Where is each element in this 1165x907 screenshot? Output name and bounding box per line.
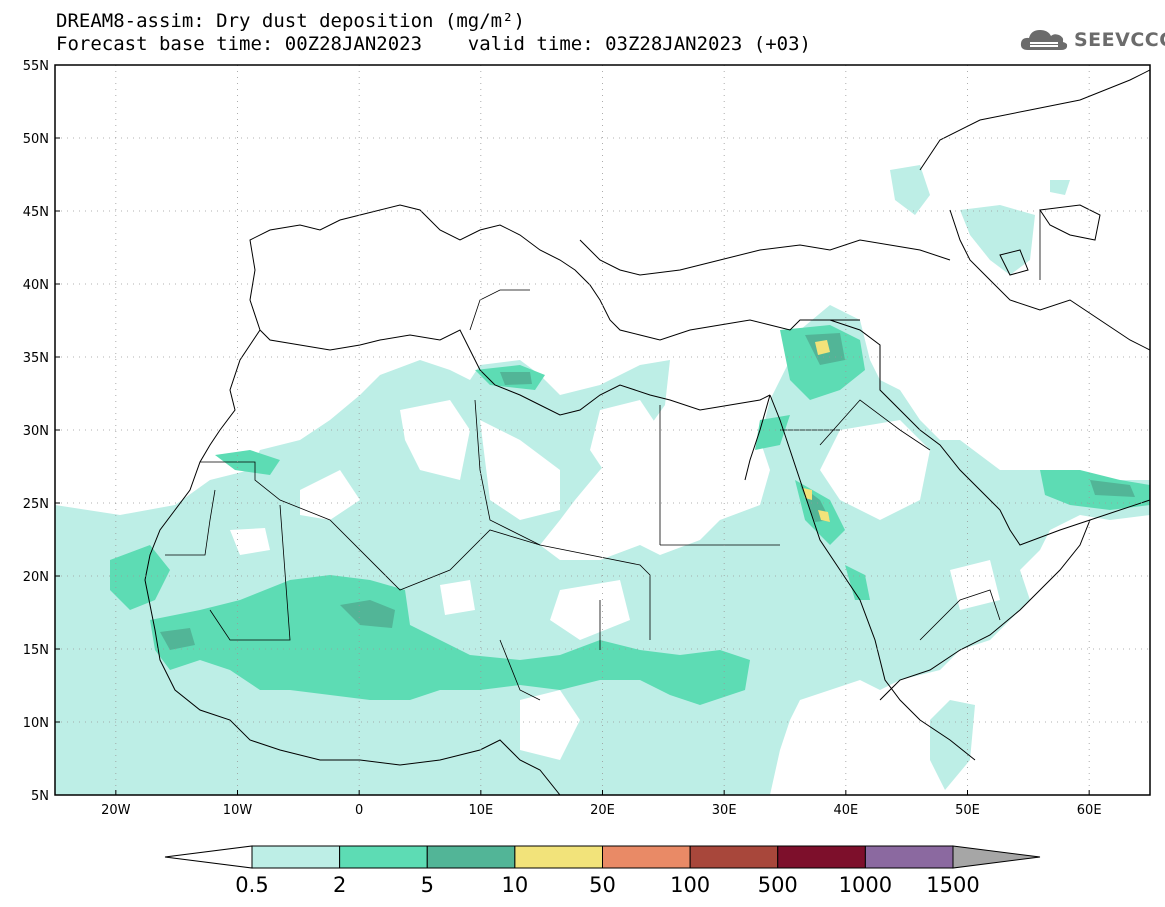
colorbar-segment	[339, 845, 428, 869]
lon-tick-label: 30E	[712, 803, 737, 818]
colorbar: 0.5 2 5 10 50 100 500 1000 1500	[164, 845, 1041, 897]
colorbar-segment	[777, 845, 866, 869]
deposition-high-areas	[803, 340, 830, 522]
lon-tick-label: 10E	[468, 803, 493, 818]
seevccc-logo: SEEVCCC	[1018, 26, 1165, 54]
lon-tick-label: 50E	[955, 803, 980, 818]
colorbar-label: 100	[670, 873, 710, 897]
colorbar-segment	[514, 845, 603, 869]
lat-tick-label: 50N	[23, 132, 49, 147]
lat-tick-label: 35N	[23, 351, 49, 366]
lon-tick-label: 0	[355, 803, 363, 818]
lon-tick-label: 60E	[1077, 803, 1102, 818]
map-title: DREAM8-assim: Dry dust deposition (mg/m²…	[56, 10, 525, 32]
deposition-medium-areas	[110, 325, 1150, 705]
longitude-labels: 20W 10W 0 10E 20E 30E 40E 50E 60E	[101, 790, 1102, 818]
colorbar-label: 10	[502, 873, 529, 897]
logo-text: SEEVCCC	[1074, 29, 1165, 51]
lon-tick-label: 40E	[833, 803, 858, 818]
clear-areas	[230, 400, 1000, 760]
lat-tick-label: 15N	[23, 643, 49, 658]
colorbar-segment	[426, 845, 516, 869]
colorbar-segment	[251, 845, 341, 869]
coastlines-and-borders	[144, 69, 1150, 795]
colorbar-label: 0.5	[235, 873, 268, 897]
colorbar-segment	[164, 845, 253, 869]
colorbar-segment	[602, 845, 691, 869]
lon-tick-label: 20E	[590, 803, 615, 818]
lat-tick-label: 5N	[31, 789, 49, 804]
cloud-logo-icon	[1020, 30, 1068, 50]
colorbar-label: 50	[589, 873, 616, 897]
lat-tick-label: 40N	[23, 278, 49, 293]
country-borders	[165, 210, 1041, 701]
lon-tick-label: 10W	[223, 803, 253, 818]
colorbar-segment	[689, 845, 779, 869]
colorbar-label: 5	[421, 873, 434, 897]
lat-tick-label: 20N	[23, 570, 49, 585]
colorbar-label: 1000	[839, 873, 892, 897]
latitude-labels: 55N 50N 45N 40N 35N 30N 25N 20N 15N 10N 5N	[23, 59, 60, 804]
colorbar-label: 2	[333, 873, 346, 897]
colorbar-label: 1500	[926, 873, 979, 897]
lat-tick-label: 55N	[23, 59, 49, 74]
lat-tick-label: 10N	[23, 716, 49, 731]
lon-tick-label: 20W	[101, 803, 131, 818]
gridlines	[55, 65, 1150, 795]
lat-tick-label: 30N	[23, 424, 49, 439]
lat-tick-label: 25N	[23, 497, 49, 512]
deposition-layer	[55, 69, 1150, 795]
lat-tick-label: 45N	[23, 205, 49, 220]
map-subtitle-times: Forecast base time: 00Z28JAN2023 valid t…	[56, 33, 811, 55]
colorbar-segment	[864, 845, 954, 869]
colorbar-segment	[952, 845, 1041, 869]
colorbar-label: 500	[758, 873, 798, 897]
